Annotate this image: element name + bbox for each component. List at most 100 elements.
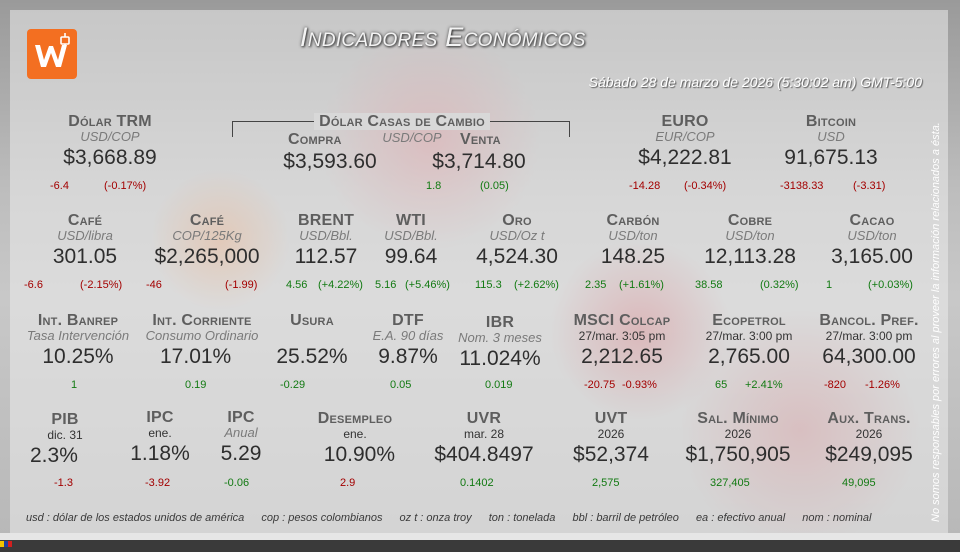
indicator-value: 10.90%: [323, 443, 395, 466]
card-msci-colcap[interactable]: MSCI Colcap 27/mar. 3:05 pm 2,212.65: [560, 312, 684, 369]
card-pib[interactable]: PIB dic. 31 2.3%: [20, 411, 110, 468]
page-title: Indicadores Económicos: [300, 22, 586, 52]
indicator-value: $1,750,905: [685, 443, 791, 466]
compra-value[interactable]: $3,593.60: [283, 150, 377, 173]
card-dtf[interactable]: DTF E.A. 90 días 9.87%: [368, 312, 448, 369]
card-oro[interactable]: Oro USD/Oz t 4,524.30: [462, 212, 572, 269]
indicator-unit: Nom. 3 meses: [458, 330, 542, 345]
change-percent: (+4.22%): [318, 279, 363, 291]
indicator-value: $2,265,000: [154, 245, 260, 268]
legend-usd: usd : dólar de los estados unidos de amé…: [26, 512, 245, 524]
card-salario-minimo[interactable]: Sal. Mínimo 2026 $1,750,905: [676, 410, 800, 467]
indicator-value: 112.57: [294, 245, 358, 268]
change-value: 2.9: [340, 477, 356, 489]
card-brent[interactable]: BRENT USD/Bbl. 112.57: [285, 212, 367, 269]
indicator-date: ene.: [343, 427, 367, 441]
card-usura[interactable]: Usura 25.52%: [256, 312, 368, 369]
card-ipc-anual[interactable]: IPC Anual 5.29: [205, 409, 277, 466]
indicator-date: 27/mar. 3:00 pm: [825, 329, 913, 343]
indicator-date: 2026: [855, 427, 883, 441]
change-value: 0.05: [390, 379, 412, 391]
indicator-unit: Tasa Intervención: [26, 328, 130, 343]
indicators-panel: [10, 10, 948, 534]
indicator-unit: USD/ton: [608, 228, 658, 243]
casas-unit: USD/COP: [382, 130, 442, 145]
card-wti[interactable]: WTI USD/Bbl. 99.64: [373, 212, 449, 269]
change-value: 2,575: [592, 477, 620, 489]
change-value: -0.06: [224, 477, 250, 489]
indicator-name: WTI: [396, 212, 426, 229]
card-carbon[interactable]: Carbón USD/ton 148.25: [580, 212, 686, 269]
indicator-unit: USD/Oz t: [489, 228, 545, 243]
indicator-unit: USD/libra: [57, 228, 113, 243]
indicator-unit: USD/Bbl.: [299, 228, 353, 243]
footer-legend: usd : dólar de los estados unidos de amé…: [26, 512, 885, 524]
indicator-name: MSCI Colcap: [573, 312, 671, 329]
disclaimer-note: No somos responsables por errores al pro…: [930, 122, 942, 522]
change-percent: (+2.62%): [514, 279, 559, 291]
change-percent: (-2.15%): [80, 279, 123, 291]
indicator-unit: Anual: [224, 425, 258, 440]
change-value: -20.75: [584, 379, 616, 391]
card-bancol-pref[interactable]: Bancol. Pref. 27/mar. 3:00 pm 64,300.00: [810, 312, 928, 369]
indicator-unit: EUR/COP: [655, 129, 715, 144]
change-percent: (0.32%): [760, 279, 799, 291]
change-value: 0.19: [185, 379, 207, 391]
card-euro[interactable]: EURO EUR/COP $4,222.81: [620, 113, 750, 170]
indicator-value: 5.29: [220, 442, 262, 465]
change-value: 38.58: [695, 279, 723, 291]
card-desempleo[interactable]: Desempleo ene. 10.90%: [295, 410, 415, 467]
indicator-unit: USD/COP: [80, 129, 140, 144]
legend-oz: oz t : onza troy: [399, 512, 472, 524]
card-aux-transporte[interactable]: Aux. Trans. 2026 $249,095: [810, 410, 928, 467]
indicator-name: Cobre: [727, 212, 773, 229]
indicator-unit: USD/ton: [847, 228, 897, 243]
indicator-value: 11.024%: [459, 347, 541, 370]
bottom-strip: [0, 533, 960, 540]
indicator-value: 64,300.00: [822, 345, 916, 368]
indicator-name: DTF: [392, 312, 424, 329]
card-cacao[interactable]: Cacao USD/ton 3,165.00: [818, 212, 926, 269]
card-cafe-usd[interactable]: Café USD/libra 301.05: [30, 212, 140, 269]
indicator-name: Desempleo: [317, 410, 393, 427]
indicator-date: 27/mar. 3:05 pm: [578, 329, 666, 343]
change-percent: (-1.99): [225, 279, 258, 291]
compra-label: Compra: [288, 131, 342, 148]
change-value: 0.1402: [460, 477, 494, 489]
indicator-name: Café: [67, 212, 103, 229]
venta-value[interactable]: $3,714.80: [432, 150, 526, 173]
card-int-corriente[interactable]: Int. Corriente Consumo Ordinario 17.01%: [140, 312, 264, 369]
indicator-name: Cacao: [849, 212, 895, 229]
card-ibr[interactable]: IBR Nom. 3 meses 11.024%: [450, 314, 550, 371]
indicator-name: UVT: [594, 410, 628, 427]
change-percent: +2.41%: [745, 379, 783, 391]
indicator-date: mar. 28: [463, 427, 505, 441]
card-uvr[interactable]: UVR mar. 28 $404.8497: [423, 410, 545, 467]
indicator-name: IPC: [146, 409, 174, 426]
indicator-name: EURO: [661, 113, 709, 130]
change-percent: (-3.31): [853, 180, 886, 192]
card-ipc-mensual[interactable]: IPC ene. 1.18%: [120, 409, 200, 466]
change-value: 327,405: [710, 477, 750, 489]
indicator-name: Dólar TRM: [68, 113, 152, 130]
venta-label: Venta: [460, 131, 501, 148]
card-int-banrep[interactable]: Int. Banrep Tasa Intervención 10.25%: [26, 312, 130, 369]
indicator-date: 2026: [597, 427, 625, 441]
change-value: -46: [146, 279, 162, 291]
indicator-name: Café: [189, 212, 225, 229]
indicator-value: $3,668.89: [63, 146, 157, 169]
indicator-value: $52,374: [573, 443, 649, 466]
card-cafe-cop[interactable]: Café COP/125Kg $2,265,000: [143, 212, 271, 269]
indicator-value: 17.01%: [160, 345, 232, 368]
change-value: -3138.33: [780, 180, 824, 192]
logo-icon[interactable]: [27, 29, 77, 79]
indicator-value: 301.05: [52, 245, 118, 268]
card-dolar-trm[interactable]: Dólar TRM USD/COP $3,668.89: [45, 113, 175, 170]
change-value: 5.16: [375, 279, 397, 291]
card-ecopetrol[interactable]: Ecopetrol 27/mar. 3:00 pm 2,765.00: [690, 312, 808, 369]
card-cobre[interactable]: Cobre USD/ton 12,113.28: [694, 212, 806, 269]
indicator-name: Sal. Mínimo: [697, 410, 779, 427]
card-bitcoin[interactable]: Bitcoin USD 91,675.13: [766, 113, 896, 170]
change-percent: (+0.03%): [868, 279, 913, 291]
card-uvt[interactable]: UVT 2026 $52,374: [558, 410, 664, 467]
